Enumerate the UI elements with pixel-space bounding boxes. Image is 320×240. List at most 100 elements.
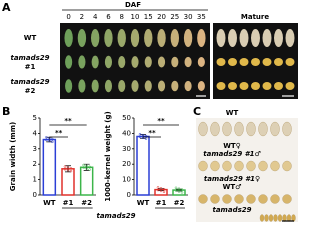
point: [63, 165, 67, 168]
sig-label: **: [64, 117, 72, 125]
grain: [104, 55, 113, 69]
point: [88, 168, 91, 171]
grain: [183, 29, 193, 47]
row-label: tamads29: [10, 78, 49, 86]
mature-grain: [216, 29, 226, 47]
cross-label: WT: [226, 109, 239, 117]
point: [177, 190, 181, 193]
cross-grain: [234, 160, 244, 172]
point: [88, 165, 91, 169]
point: [45, 136, 48, 139]
grain: [131, 80, 139, 92]
point: [138, 132, 142, 136]
x-tick-label: #1: [63, 199, 74, 207]
point: [180, 188, 184, 191]
cross-grain: [210, 121, 220, 137]
y-tick-label: 0: [127, 191, 131, 199]
sig-label: **: [55, 129, 63, 137]
cross-grain: [282, 160, 292, 172]
point: [138, 135, 142, 139]
mature-grain: [228, 29, 237, 47]
grain: [131, 56, 139, 68]
day-label: 6: [106, 13, 111, 21]
y-tick-label: 40: [122, 129, 131, 137]
mature-grain: [285, 29, 295, 47]
grain: [91, 79, 99, 93]
cross-grain: [234, 194, 244, 204]
cross-grain: [222, 194, 232, 204]
x-tick-label: #1: [156, 199, 167, 207]
y-tick-label: 30: [122, 145, 131, 153]
daf-header: DAF: [125, 1, 141, 9]
mature-header: Mature: [241, 13, 269, 21]
grain: [197, 57, 205, 67]
x-tick-label: WT: [43, 199, 56, 207]
grain: [197, 29, 206, 47]
bar: [136, 135, 150, 196]
cross-grain: [210, 194, 220, 204]
point: [45, 138, 48, 142]
mature-grain: [285, 58, 295, 66]
sig-label: **: [157, 117, 165, 125]
day-label: 10: [131, 13, 140, 21]
cross-grain: [246, 194, 256, 204]
mature-grain: [251, 29, 260, 47]
x-tick-label: WT: [137, 199, 150, 207]
grain: [171, 80, 179, 92]
bar: [79, 166, 94, 196]
cross-label: tamads29: [212, 206, 251, 214]
cross-grain: [282, 194, 292, 204]
point: [162, 190, 166, 194]
mature-grain: [239, 29, 249, 47]
cross-grain: [268, 214, 274, 222]
cross-grain: [198, 160, 208, 172]
y-tick-label: 20: [122, 160, 131, 168]
cross-grain: [198, 194, 208, 204]
grain: [104, 79, 113, 93]
point: [156, 186, 160, 189]
day-label: 25: [170, 13, 179, 21]
grain: [144, 56, 152, 68]
point: [63, 168, 67, 171]
point: [162, 187, 166, 191]
cross-grain: [270, 121, 280, 137]
point: [82, 166, 85, 169]
cross-grain: [273, 214, 278, 222]
point: [69, 167, 73, 170]
cross-grain: [277, 214, 283, 222]
row-label: tamads29: [10, 54, 49, 62]
grain: [118, 79, 126, 93]
grain: [64, 29, 73, 47]
cross-grain: [222, 160, 232, 172]
day-label: 35: [197, 13, 206, 21]
day-label: 4: [93, 13, 98, 21]
grain: [65, 55, 73, 69]
mature-grain: [216, 82, 226, 90]
cross-grain: [246, 160, 256, 172]
mature-grain: [274, 82, 283, 90]
mature-grain: [239, 58, 249, 66]
grain: [157, 56, 166, 68]
y-tick-label: 1: [33, 176, 37, 184]
cross-label: WT♀: [223, 142, 241, 150]
day-label: 8: [119, 13, 123, 21]
mature-grain: [239, 82, 249, 90]
point: [174, 189, 178, 192]
point: [141, 133, 145, 137]
panel-label: A: [2, 1, 11, 14]
grain: [157, 29, 166, 47]
bar: [61, 168, 75, 196]
error-bar: [65, 165, 71, 173]
mature-grain: [251, 58, 260, 66]
point: [48, 139, 51, 143]
mature-grain: [228, 58, 237, 66]
y-tick-label: 2: [33, 160, 37, 168]
point: [69, 169, 73, 173]
y-tick-label: 0: [33, 191, 37, 199]
day-label: 0: [66, 13, 70, 21]
grain: [65, 79, 73, 93]
mature-grain: [262, 29, 272, 47]
panel-label: C: [193, 105, 201, 118]
grain: [184, 56, 192, 68]
grain: [78, 55, 86, 69]
